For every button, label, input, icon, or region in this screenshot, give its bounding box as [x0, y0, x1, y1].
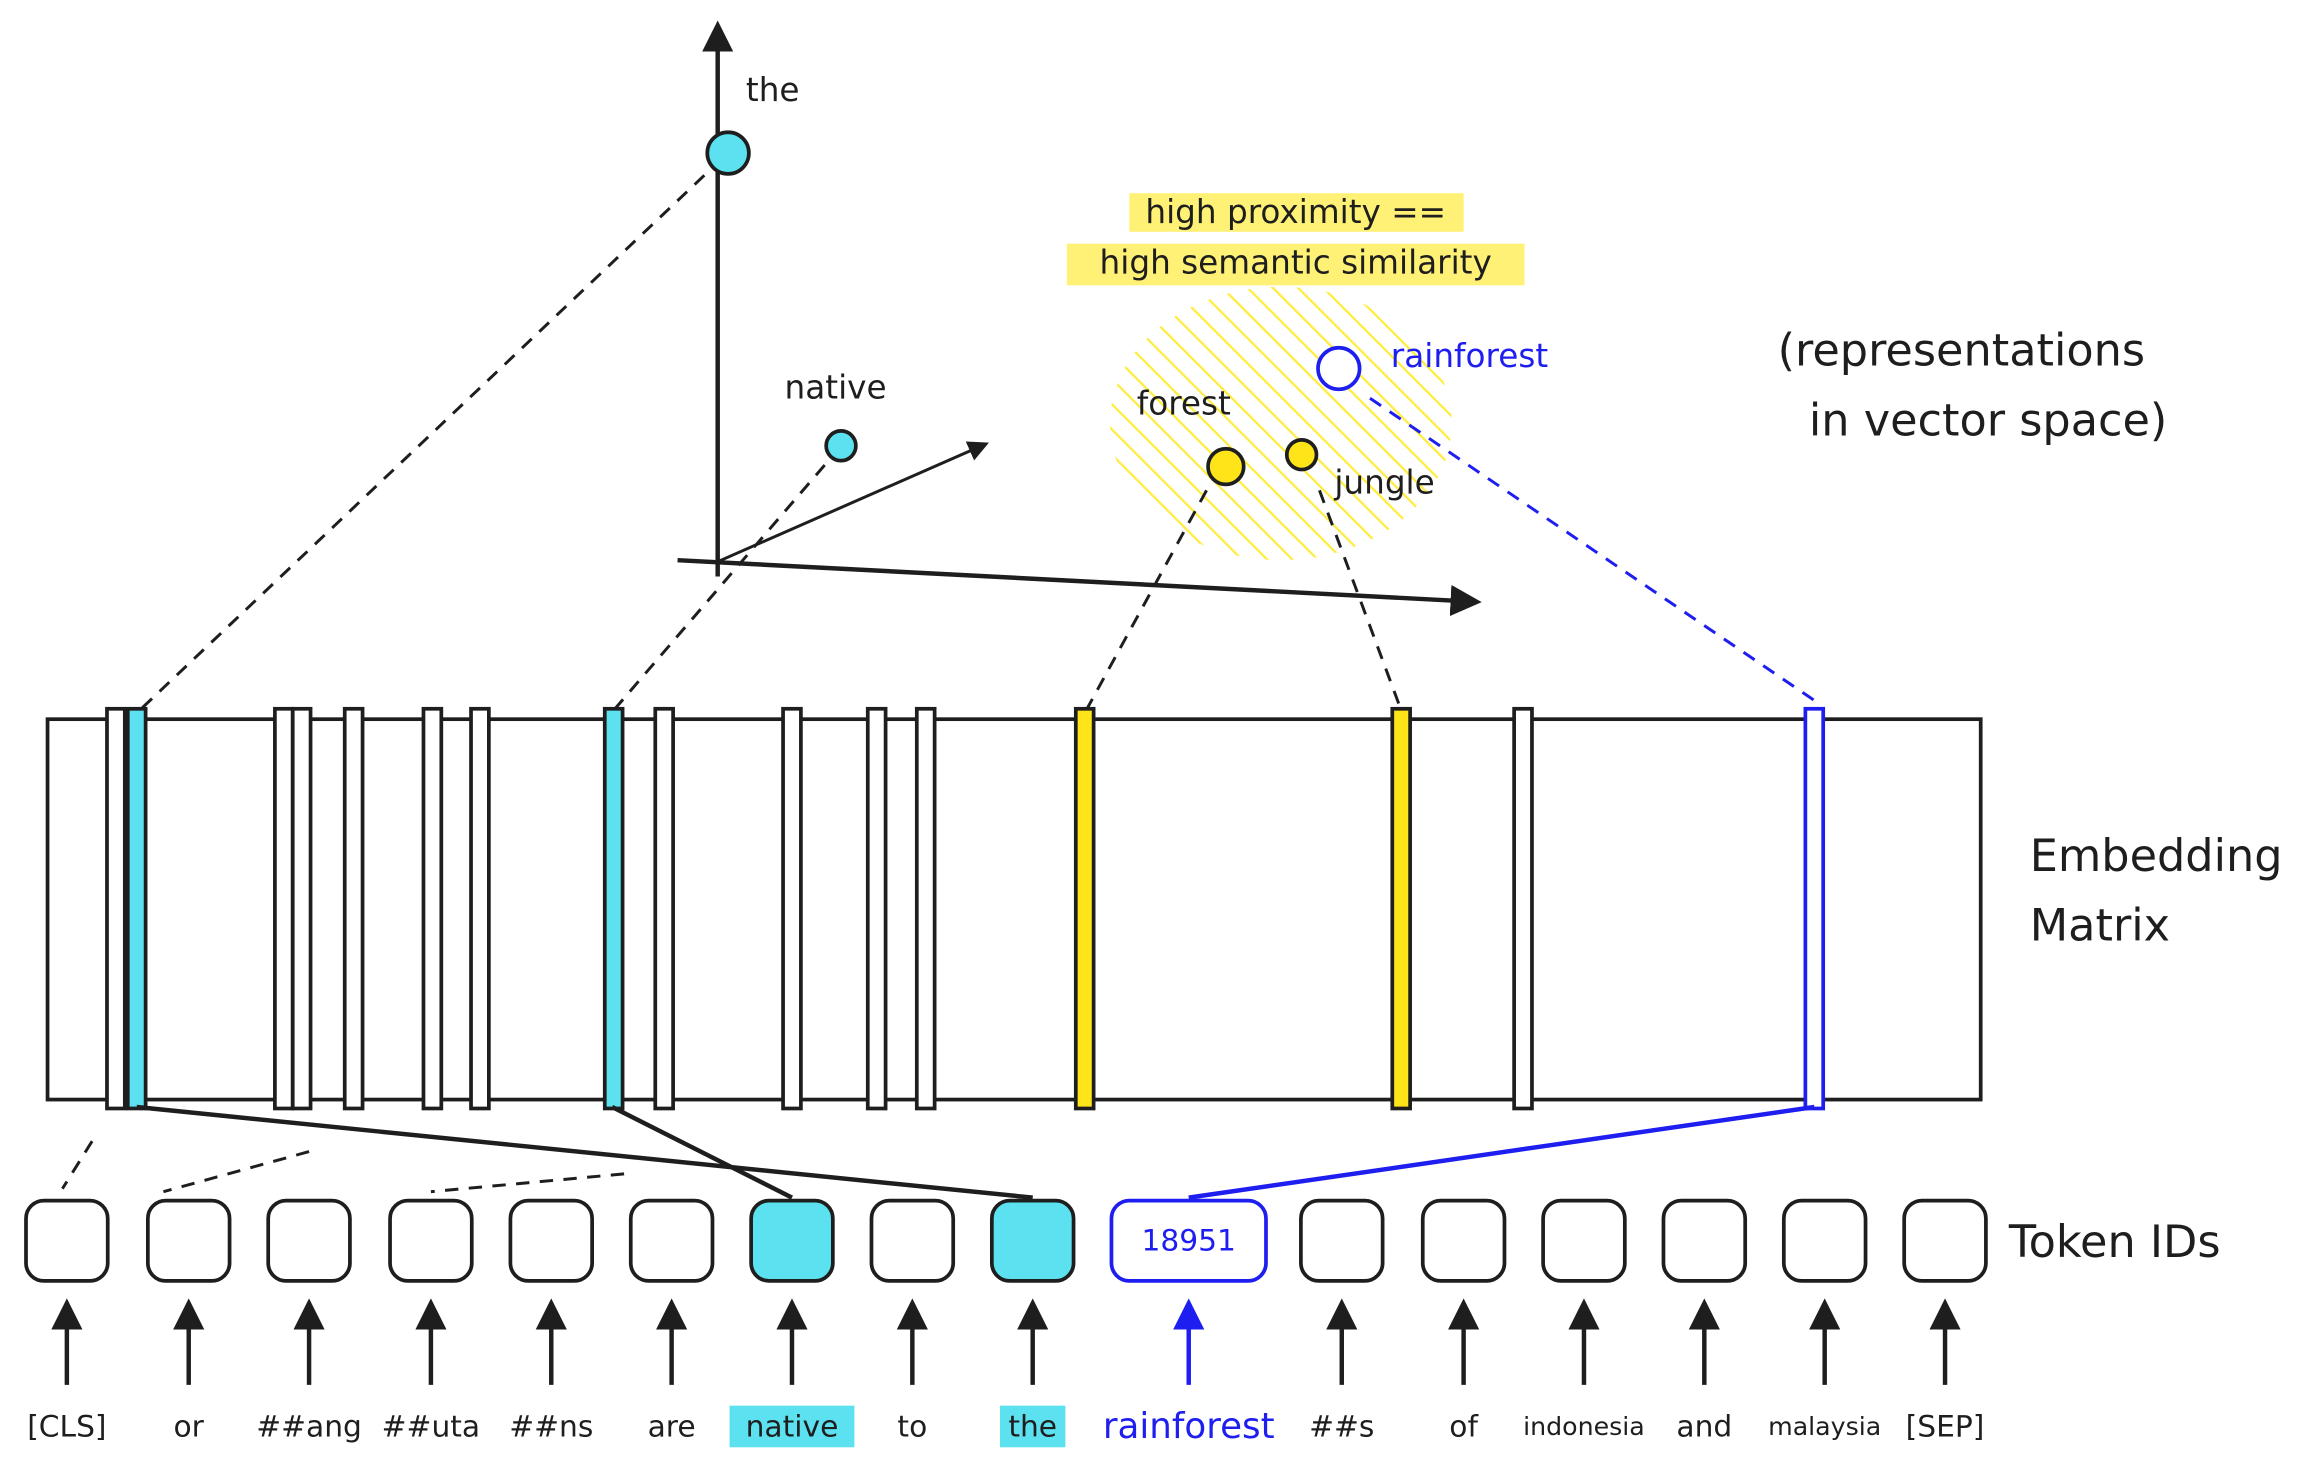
- matrix-label: Embedding: [2030, 830, 2283, 882]
- matrix-column: [1803, 706, 1826, 1111]
- matrix-column: [1073, 706, 1096, 1111]
- token-id-box: [388, 1198, 474, 1283]
- token-id-box: [1109, 1198, 1268, 1283]
- embedding-matrix: [45, 717, 1983, 1102]
- point: [705, 130, 751, 176]
- connector: [611, 1105, 793, 1200]
- connector: [1084, 489, 1208, 711]
- matrix-column: [421, 706, 444, 1111]
- token: of: [1449, 1409, 1479, 1444]
- matrix-column: [914, 706, 937, 1111]
- token-id-box: [1661, 1198, 1748, 1283]
- token-id-box: [1420, 1198, 1507, 1283]
- connector: [1369, 396, 1817, 703]
- token: native: [746, 1409, 839, 1444]
- proximity-area: [1109, 286, 1452, 561]
- token-ids-label: Token IDs: [2008, 1216, 2221, 1268]
- matrix-column: [865, 706, 888, 1111]
- matrix-column: [469, 706, 491, 1111]
- token-id-box: [1299, 1198, 1385, 1283]
- token: [SEP]: [1906, 1409, 1985, 1444]
- highlight-bg: [1129, 193, 1464, 232]
- highlight-text: high semantic similarity: [1100, 243, 1492, 281]
- token-id-box: [145, 1198, 232, 1283]
- token-id-box: [24, 1198, 110, 1283]
- token: indonesia: [1523, 1412, 1645, 1441]
- matrix-label: Matrix: [2030, 900, 2170, 952]
- token: or: [174, 1409, 205, 1444]
- caption: in vector space): [1809, 394, 2167, 446]
- point-label: native: [785, 368, 887, 406]
- connector: [138, 174, 706, 712]
- matrix-column: [781, 706, 803, 1111]
- point: [1206, 446, 1246, 487]
- token-id-box: [869, 1198, 956, 1283]
- matrix-column: [602, 706, 625, 1111]
- token-id-box: [989, 1198, 1076, 1283]
- token-highlight: [729, 1405, 855, 1448]
- axis: [677, 557, 1482, 617]
- connector: [136, 1104, 1033, 1200]
- token-highlight: [1000, 1405, 1066, 1448]
- token-id: 18951: [1141, 1224, 1236, 1259]
- token: [CLS]: [27, 1409, 106, 1444]
- token-id-box: [628, 1198, 715, 1283]
- token-id-box: [266, 1198, 352, 1283]
- token-id-box: [1541, 1198, 1627, 1283]
- matrix-column: [273, 706, 295, 1111]
- connector: [1318, 489, 1403, 711]
- token-id-box: [1781, 1198, 1868, 1283]
- point-label: forest: [1137, 385, 1231, 423]
- axis: [717, 441, 989, 564]
- highlight-text: high proximity ==: [1145, 193, 1446, 231]
- token-id-box: [749, 1198, 835, 1283]
- token: and: [1676, 1409, 1732, 1444]
- matrix-column: [125, 706, 148, 1111]
- highlight-bg: [1066, 243, 1525, 286]
- token: ##uta: [382, 1409, 480, 1444]
- connector: [1188, 1104, 1815, 1200]
- token: the: [1008, 1409, 1057, 1444]
- matrix-column: [342, 706, 365, 1111]
- token: to: [897, 1409, 927, 1444]
- connector: [163, 1150, 310, 1194]
- token: ##ang: [256, 1409, 362, 1444]
- caption: (representations: [1778, 325, 2145, 377]
- matrix-column: [105, 706, 127, 1111]
- token: are: [648, 1409, 696, 1444]
- point: [1284, 437, 1319, 472]
- matrix-column: [290, 706, 313, 1111]
- token: rainforest: [1103, 1406, 1275, 1447]
- connector: [430, 1172, 625, 1194]
- matrix-column: [653, 706, 675, 1111]
- matrix-column: [1390, 706, 1412, 1111]
- token: ##s: [1309, 1409, 1374, 1444]
- point-label: the: [746, 71, 800, 109]
- token: ##ns: [509, 1409, 593, 1444]
- point: [1316, 345, 1362, 392]
- token-id-box: [1902, 1198, 1988, 1283]
- point-label: rainforest: [1391, 337, 1549, 375]
- connector: [612, 464, 826, 712]
- matrix-column: [1512, 706, 1534, 1111]
- point-label: jungle: [1333, 463, 1434, 501]
- point: [824, 429, 858, 463]
- token-id-box: [508, 1198, 594, 1283]
- connector: [61, 1140, 94, 1190]
- token: malaysia: [1768, 1412, 1881, 1441]
